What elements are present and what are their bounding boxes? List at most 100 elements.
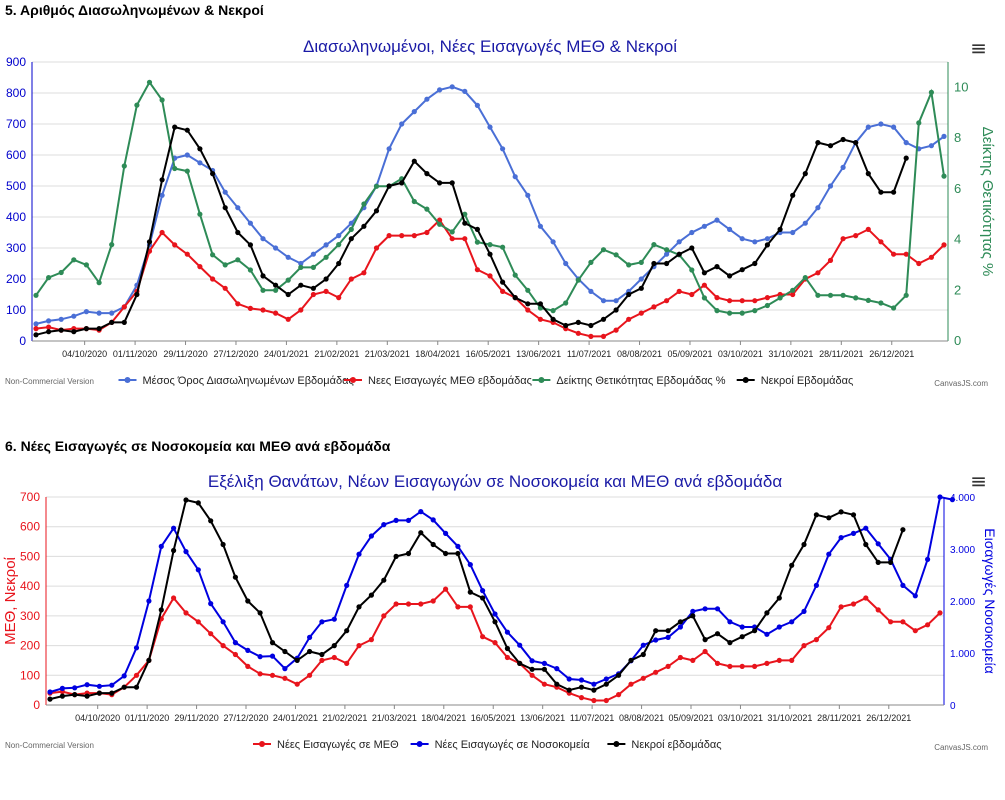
series-point-0 xyxy=(348,220,354,226)
x-tick-label: 31/10/2021 xyxy=(768,349,813,359)
x-tick-label: 04/10/2020 xyxy=(75,713,120,723)
series-point-2 xyxy=(109,690,115,696)
series-point-2 xyxy=(348,226,354,232)
series-point-1 xyxy=(393,517,399,523)
series-point-0 xyxy=(563,260,569,267)
series-point-0 xyxy=(386,146,392,152)
series-point-1 xyxy=(245,647,251,653)
series-point-1 xyxy=(405,517,412,523)
series-point-0 xyxy=(273,245,279,251)
series-point-1 xyxy=(727,619,733,625)
series-point-0 xyxy=(235,205,241,211)
series-point-3 xyxy=(626,291,632,298)
series-point-2 xyxy=(789,562,795,568)
series-point-0 xyxy=(802,220,808,226)
series-point-3 xyxy=(512,295,518,301)
series-point-1 xyxy=(613,327,619,333)
hamburger-menu-icon[interactable]: ≡ xyxy=(970,36,987,60)
series-point-1 xyxy=(348,276,354,282)
series-point-0 xyxy=(323,242,329,248)
series-point-1 xyxy=(752,298,758,304)
series-point-0 xyxy=(689,229,695,236)
series-point-2 xyxy=(58,269,64,276)
series-point-1 xyxy=(575,330,581,336)
series-point-0 xyxy=(46,318,52,324)
series-point-2 xyxy=(664,247,670,253)
series-point-0 xyxy=(676,239,682,245)
series-point-0 xyxy=(537,223,544,229)
series-point-3 xyxy=(537,301,544,307)
series-point-2 xyxy=(474,239,480,245)
x-tick-label: 01/11/2020 xyxy=(113,349,157,359)
series-point-2 xyxy=(298,264,304,270)
series-point-1 xyxy=(677,624,684,630)
series-point-1 xyxy=(399,233,405,239)
series-point-2 xyxy=(171,547,177,554)
series-point-1 xyxy=(487,273,493,279)
series-point-1 xyxy=(356,551,362,557)
x-tick-label: 05/09/2021 xyxy=(668,713,713,723)
series-point-2 xyxy=(702,637,708,643)
series-line-1 xyxy=(49,495,953,693)
series-point-2 xyxy=(801,541,807,548)
series-point-1 xyxy=(159,229,165,236)
series-point-1 xyxy=(273,310,279,316)
series-point-1 xyxy=(651,304,657,310)
series-point-2 xyxy=(257,610,263,616)
series-point-3 xyxy=(563,322,569,329)
series-point-2 xyxy=(430,541,436,548)
credit-text: CanvasJS.com xyxy=(934,743,988,752)
series-point-2 xyxy=(344,628,350,634)
series-point-2 xyxy=(813,512,820,518)
series-point-1 xyxy=(220,619,226,625)
legend-entry: Νεκροί Εβδομάδας xyxy=(761,375,854,387)
series-point-1 xyxy=(853,233,859,239)
series-point-1 xyxy=(578,677,585,683)
series-point-1 xyxy=(474,267,480,273)
series-point-0 xyxy=(183,610,189,616)
series-point-0 xyxy=(912,628,918,634)
series-point-0 xyxy=(298,260,304,267)
series-point-3 xyxy=(348,236,354,242)
series-point-1 xyxy=(72,685,78,691)
series-point-0 xyxy=(462,88,468,94)
series-point-2 xyxy=(84,693,90,699)
legend-marker-dot xyxy=(416,741,423,747)
series-point-0 xyxy=(504,654,510,661)
y-tick-label: 300 xyxy=(6,241,26,255)
series-point-3 xyxy=(714,264,720,270)
series-point-1 xyxy=(790,291,796,298)
series-point-3 xyxy=(878,189,884,195)
series-point-1 xyxy=(937,494,943,500)
series-point-2 xyxy=(210,252,216,258)
series-point-0 xyxy=(331,654,337,661)
series-point-0 xyxy=(863,595,869,601)
series-point-1 xyxy=(900,582,906,588)
series-point-2 xyxy=(690,613,696,619)
hamburger-menu-icon[interactable]: ≡ xyxy=(970,469,987,493)
y2-tick-label: 4 xyxy=(954,232,961,247)
series-point-3 xyxy=(298,282,304,288)
series-point-1 xyxy=(443,530,449,536)
series-point-0 xyxy=(492,640,498,646)
series-point-1 xyxy=(260,307,266,313)
series-point-2 xyxy=(282,648,288,655)
series-point-3 xyxy=(575,319,581,325)
series-point-2 xyxy=(269,640,276,646)
series-point-2 xyxy=(665,628,671,634)
series-point-3 xyxy=(727,273,733,279)
series-line-3 xyxy=(35,125,908,336)
series-point-0 xyxy=(801,643,807,649)
x-tick-label: 11/07/2021 xyxy=(570,713,614,723)
series-point-2 xyxy=(588,259,594,265)
series-point-2 xyxy=(739,310,745,316)
series-point-1 xyxy=(801,608,807,614)
series-point-2 xyxy=(554,681,560,687)
series-point-0 xyxy=(878,121,884,127)
series-point-1 xyxy=(336,295,342,301)
series-point-1 xyxy=(59,685,65,691)
series-point-1 xyxy=(430,517,436,523)
series-point-3 xyxy=(664,260,670,267)
series-point-2 xyxy=(33,292,39,298)
series-point-2 xyxy=(59,693,65,699)
